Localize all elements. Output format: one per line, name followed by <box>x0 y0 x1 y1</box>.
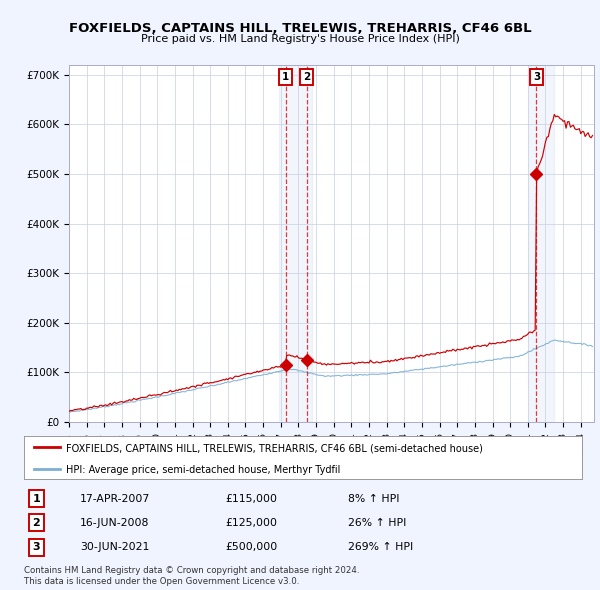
Text: 269% ↑ HPI: 269% ↑ HPI <box>347 542 413 552</box>
Text: 3: 3 <box>32 542 40 552</box>
Text: FOXFIELDS, CAPTAINS HILL, TRELEWIS, TREHARRIS, CF46 6BL (semi-detached house): FOXFIELDS, CAPTAINS HILL, TRELEWIS, TREH… <box>66 443 483 453</box>
Text: £115,000: £115,000 <box>225 494 277 503</box>
Text: 26% ↑ HPI: 26% ↑ HPI <box>347 518 406 528</box>
Text: Price paid vs. HM Land Registry's House Price Index (HPI): Price paid vs. HM Land Registry's House … <box>140 34 460 44</box>
Text: 3: 3 <box>533 73 540 82</box>
Text: 30-JUN-2021: 30-JUN-2021 <box>80 542 149 552</box>
Text: £500,000: £500,000 <box>225 542 277 552</box>
Text: 16-JUN-2008: 16-JUN-2008 <box>80 518 149 528</box>
Text: 1: 1 <box>32 494 40 503</box>
Text: £125,000: £125,000 <box>225 518 277 528</box>
Bar <box>279 65 311 422</box>
Text: 17-APR-2007: 17-APR-2007 <box>80 494 150 503</box>
Text: 1: 1 <box>282 73 290 82</box>
Text: 8% ↑ HPI: 8% ↑ HPI <box>347 494 399 503</box>
Text: 2: 2 <box>303 73 310 82</box>
Text: 2: 2 <box>32 518 40 528</box>
Text: This data is licensed under the Open Government Licence v3.0.: This data is licensed under the Open Gov… <box>24 577 299 586</box>
Bar <box>528 65 554 422</box>
Text: Contains HM Land Registry data © Crown copyright and database right 2024.: Contains HM Land Registry data © Crown c… <box>24 566 359 575</box>
Text: HPI: Average price, semi-detached house, Merthyr Tydfil: HPI: Average price, semi-detached house,… <box>66 464 340 474</box>
Text: FOXFIELDS, CAPTAINS HILL, TRELEWIS, TREHARRIS, CF46 6BL: FOXFIELDS, CAPTAINS HILL, TRELEWIS, TREH… <box>68 22 532 35</box>
